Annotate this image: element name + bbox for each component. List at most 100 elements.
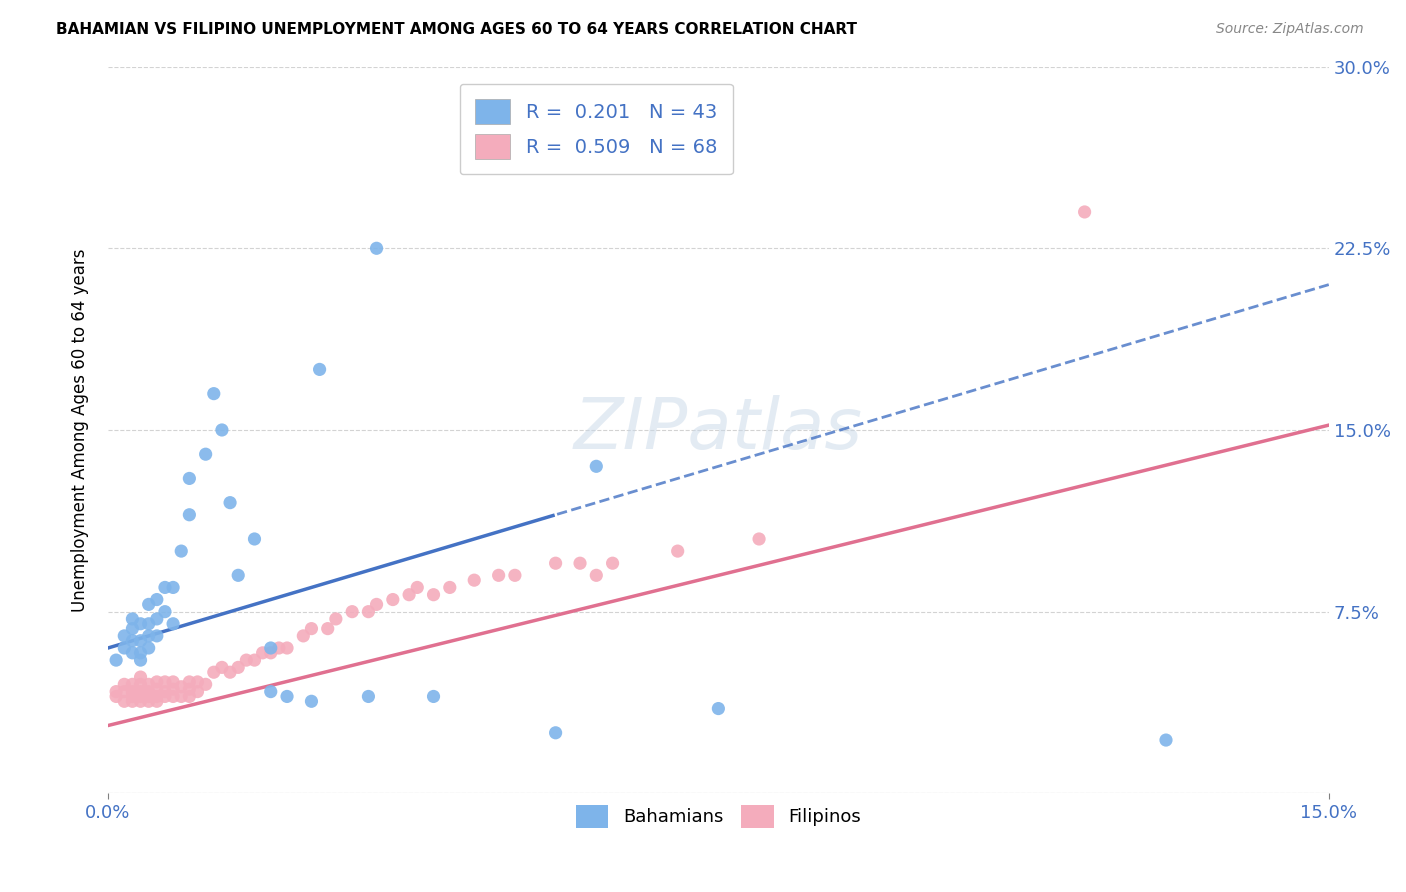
Point [105, 653, 128, 667]
Point [121, 622, 143, 636]
Point [422, 588, 444, 602]
Point [105, 684, 128, 698]
Point [138, 616, 160, 631]
Point [381, 592, 404, 607]
Point [202, 665, 225, 680]
Point [112, 684, 135, 698]
Point [186, 684, 208, 698]
Point [105, 690, 128, 704]
Point [146, 592, 169, 607]
Point [252, 646, 274, 660]
Point [121, 684, 143, 698]
Point [357, 690, 380, 704]
Point [146, 690, 169, 704]
Point [129, 670, 152, 684]
Point [162, 674, 184, 689]
Point [162, 690, 184, 704]
Point [194, 447, 217, 461]
Point [276, 690, 298, 704]
Point [422, 690, 444, 704]
Point [585, 459, 607, 474]
Point [179, 471, 201, 485]
Point [170, 690, 193, 704]
Point [569, 556, 592, 570]
Point [179, 690, 201, 704]
Legend: Bahamians, Filipinos: Bahamians, Filipinos [568, 797, 868, 835]
Point [112, 629, 135, 643]
Point [112, 677, 135, 691]
Point [503, 568, 526, 582]
Point [146, 694, 169, 708]
Point [316, 622, 339, 636]
Point [406, 581, 429, 595]
Point [544, 726, 567, 740]
Point [162, 616, 184, 631]
Point [170, 680, 193, 694]
Point [162, 682, 184, 697]
Point [129, 646, 152, 660]
Point [260, 646, 283, 660]
Point [138, 694, 160, 708]
Point [138, 640, 160, 655]
Point [153, 581, 176, 595]
Point [129, 677, 152, 691]
Point [138, 684, 160, 698]
Point [138, 598, 160, 612]
Point [170, 544, 193, 558]
Point [146, 682, 169, 697]
Point [179, 508, 201, 522]
Point [153, 674, 176, 689]
Point [121, 633, 143, 648]
Point [129, 690, 152, 704]
Point [276, 640, 298, 655]
Point [129, 653, 152, 667]
Point [129, 633, 152, 648]
Point [748, 532, 770, 546]
Text: BAHAMIAN VS FILIPINO UNEMPLOYMENT AMONG AGES 60 TO 64 YEARS CORRELATION CHART: BAHAMIAN VS FILIPINO UNEMPLOYMENT AMONG … [56, 22, 858, 37]
Point [226, 568, 249, 582]
Point [211, 660, 233, 674]
Point [243, 653, 266, 667]
Y-axis label: Unemployment Among Ages 60 to 64 years: Unemployment Among Ages 60 to 64 years [72, 248, 89, 612]
Point [121, 690, 143, 704]
Point [153, 684, 176, 698]
Point [398, 588, 420, 602]
Point [186, 674, 208, 689]
Point [308, 362, 330, 376]
Point [121, 694, 143, 708]
Point [325, 612, 347, 626]
Point [153, 605, 176, 619]
Point [194, 677, 217, 691]
Point [202, 386, 225, 401]
Point [138, 677, 160, 691]
Point [488, 568, 510, 582]
Point [129, 694, 152, 708]
Point [544, 556, 567, 570]
Point [219, 496, 242, 510]
Point [112, 640, 135, 655]
Point [179, 674, 201, 689]
Point [219, 665, 242, 680]
Point [260, 684, 283, 698]
Point [707, 701, 730, 715]
Point [260, 640, 283, 655]
Point [243, 532, 266, 546]
Point [666, 544, 689, 558]
Point [138, 690, 160, 704]
Point [153, 690, 176, 704]
Point [129, 684, 152, 698]
Point [301, 694, 323, 708]
Point [366, 598, 388, 612]
Point [226, 660, 249, 674]
Point [112, 694, 135, 708]
Point [162, 581, 184, 595]
Point [292, 629, 315, 643]
Point [235, 653, 257, 667]
Point [463, 573, 485, 587]
Point [146, 674, 169, 689]
Point [301, 622, 323, 636]
Point [585, 568, 607, 582]
Point [357, 605, 380, 619]
Point [138, 629, 160, 643]
Point [121, 677, 143, 691]
